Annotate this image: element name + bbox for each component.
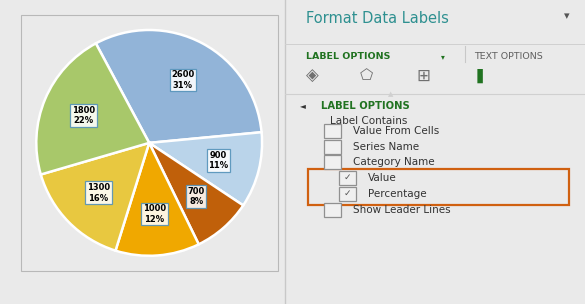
Wedge shape bbox=[36, 43, 149, 174]
Text: LABEL OPTIONS: LABEL OPTIONS bbox=[307, 52, 391, 61]
Wedge shape bbox=[149, 143, 243, 244]
Text: ✓: ✓ bbox=[344, 173, 352, 182]
FancyBboxPatch shape bbox=[324, 203, 342, 217]
Text: ▾: ▾ bbox=[441, 52, 445, 61]
FancyBboxPatch shape bbox=[339, 187, 356, 201]
Wedge shape bbox=[149, 132, 262, 206]
Text: Category Name: Category Name bbox=[353, 157, 435, 167]
Text: Format Data Labels: Format Data Labels bbox=[307, 11, 449, 26]
FancyBboxPatch shape bbox=[339, 171, 356, 185]
Text: Series Name: Series Name bbox=[353, 142, 419, 151]
Text: Label Contains: Label Contains bbox=[331, 116, 408, 126]
Text: Value: Value bbox=[368, 173, 397, 183]
Text: ▾: ▾ bbox=[565, 11, 570, 21]
FancyBboxPatch shape bbox=[324, 155, 342, 169]
Text: 1000
12%: 1000 12% bbox=[143, 204, 166, 224]
Wedge shape bbox=[96, 30, 261, 143]
Text: Show Leader Lines: Show Leader Lines bbox=[353, 205, 450, 215]
Text: ◄: ◄ bbox=[301, 101, 307, 110]
FancyBboxPatch shape bbox=[324, 140, 342, 154]
Text: TEXT OPTIONS: TEXT OPTIONS bbox=[474, 52, 543, 61]
Text: ▐: ▐ bbox=[472, 69, 483, 83]
Wedge shape bbox=[115, 143, 199, 256]
Text: 1800
22%: 1800 22% bbox=[72, 105, 95, 125]
Text: 900
11%: 900 11% bbox=[208, 150, 228, 170]
FancyBboxPatch shape bbox=[324, 124, 342, 138]
Text: ⬠: ⬠ bbox=[360, 68, 373, 84]
Text: 700
8%: 700 8% bbox=[188, 187, 205, 206]
Text: ▲: ▲ bbox=[388, 91, 393, 97]
Text: 1300
16%: 1300 16% bbox=[87, 183, 110, 202]
Wedge shape bbox=[41, 143, 149, 250]
Text: Percentage: Percentage bbox=[368, 189, 426, 199]
Text: ◈: ◈ bbox=[306, 67, 319, 85]
Text: Value From Cells: Value From Cells bbox=[353, 126, 439, 136]
Text: LABEL OPTIONS: LABEL OPTIONS bbox=[321, 101, 410, 111]
Text: ⊞: ⊞ bbox=[417, 67, 430, 85]
Text: 2600
31%: 2600 31% bbox=[171, 70, 194, 90]
Text: ✓: ✓ bbox=[344, 189, 352, 198]
